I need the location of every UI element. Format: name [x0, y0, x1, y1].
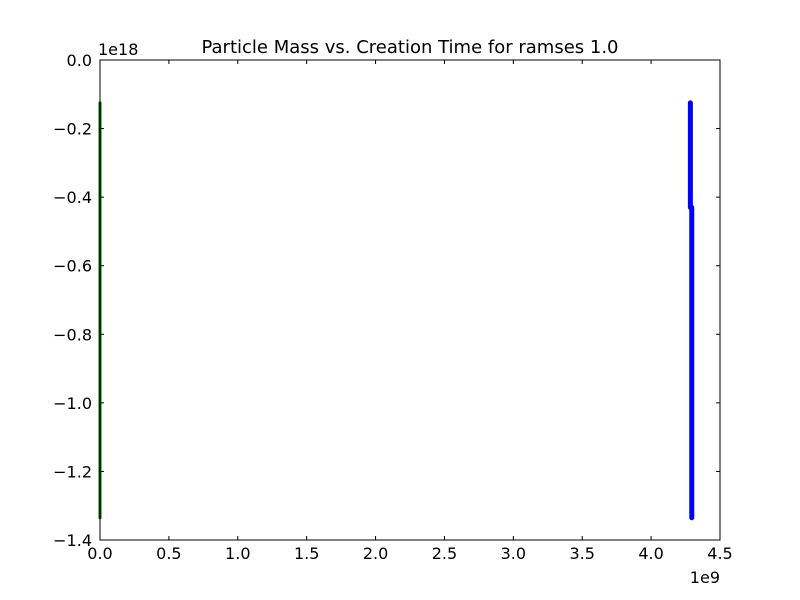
x-tick-label: 1.5	[294, 544, 319, 563]
x-tick-label: 3.5	[569, 544, 594, 563]
chart-title: Particle Mass vs. Creation Time for rams…	[201, 37, 618, 58]
y-tick-label: −0.6	[53, 257, 92, 276]
x-tick-label: 0.0	[87, 544, 112, 563]
axis-ticks: 0.0 0.5 1.0 1.5 2.0 2.5 3.0 3.5 4.0 4.5 0.0 −0.2 −0.…	[53, 51, 733, 563]
y-tick-label: −1.2	[53, 462, 92, 481]
x-offset-label: 1e9	[690, 568, 720, 587]
y-tick-label: −1.0	[53, 394, 92, 413]
y-offset-label: 1e18	[98, 40, 138, 59]
y-tick-label: −0.2	[53, 120, 92, 139]
x-tick-label: 3.0	[501, 544, 526, 563]
y-tick-label: −1.4	[53, 531, 92, 550]
x-tick-label: 1.0	[225, 544, 250, 563]
x-tick-label: 0.5	[156, 544, 181, 563]
y-tick-label: −0.8	[53, 325, 92, 344]
y-tick-label: 0.0	[67, 51, 92, 70]
axes-frame	[99, 59, 721, 541]
x-tick-label: 4.0	[638, 544, 663, 563]
x-tick-label: 4.5	[707, 544, 732, 563]
x-tick-label: 2.0	[363, 544, 388, 563]
y-tick-label: −0.4	[53, 188, 92, 207]
x-tick-label: 2.5	[432, 544, 457, 563]
